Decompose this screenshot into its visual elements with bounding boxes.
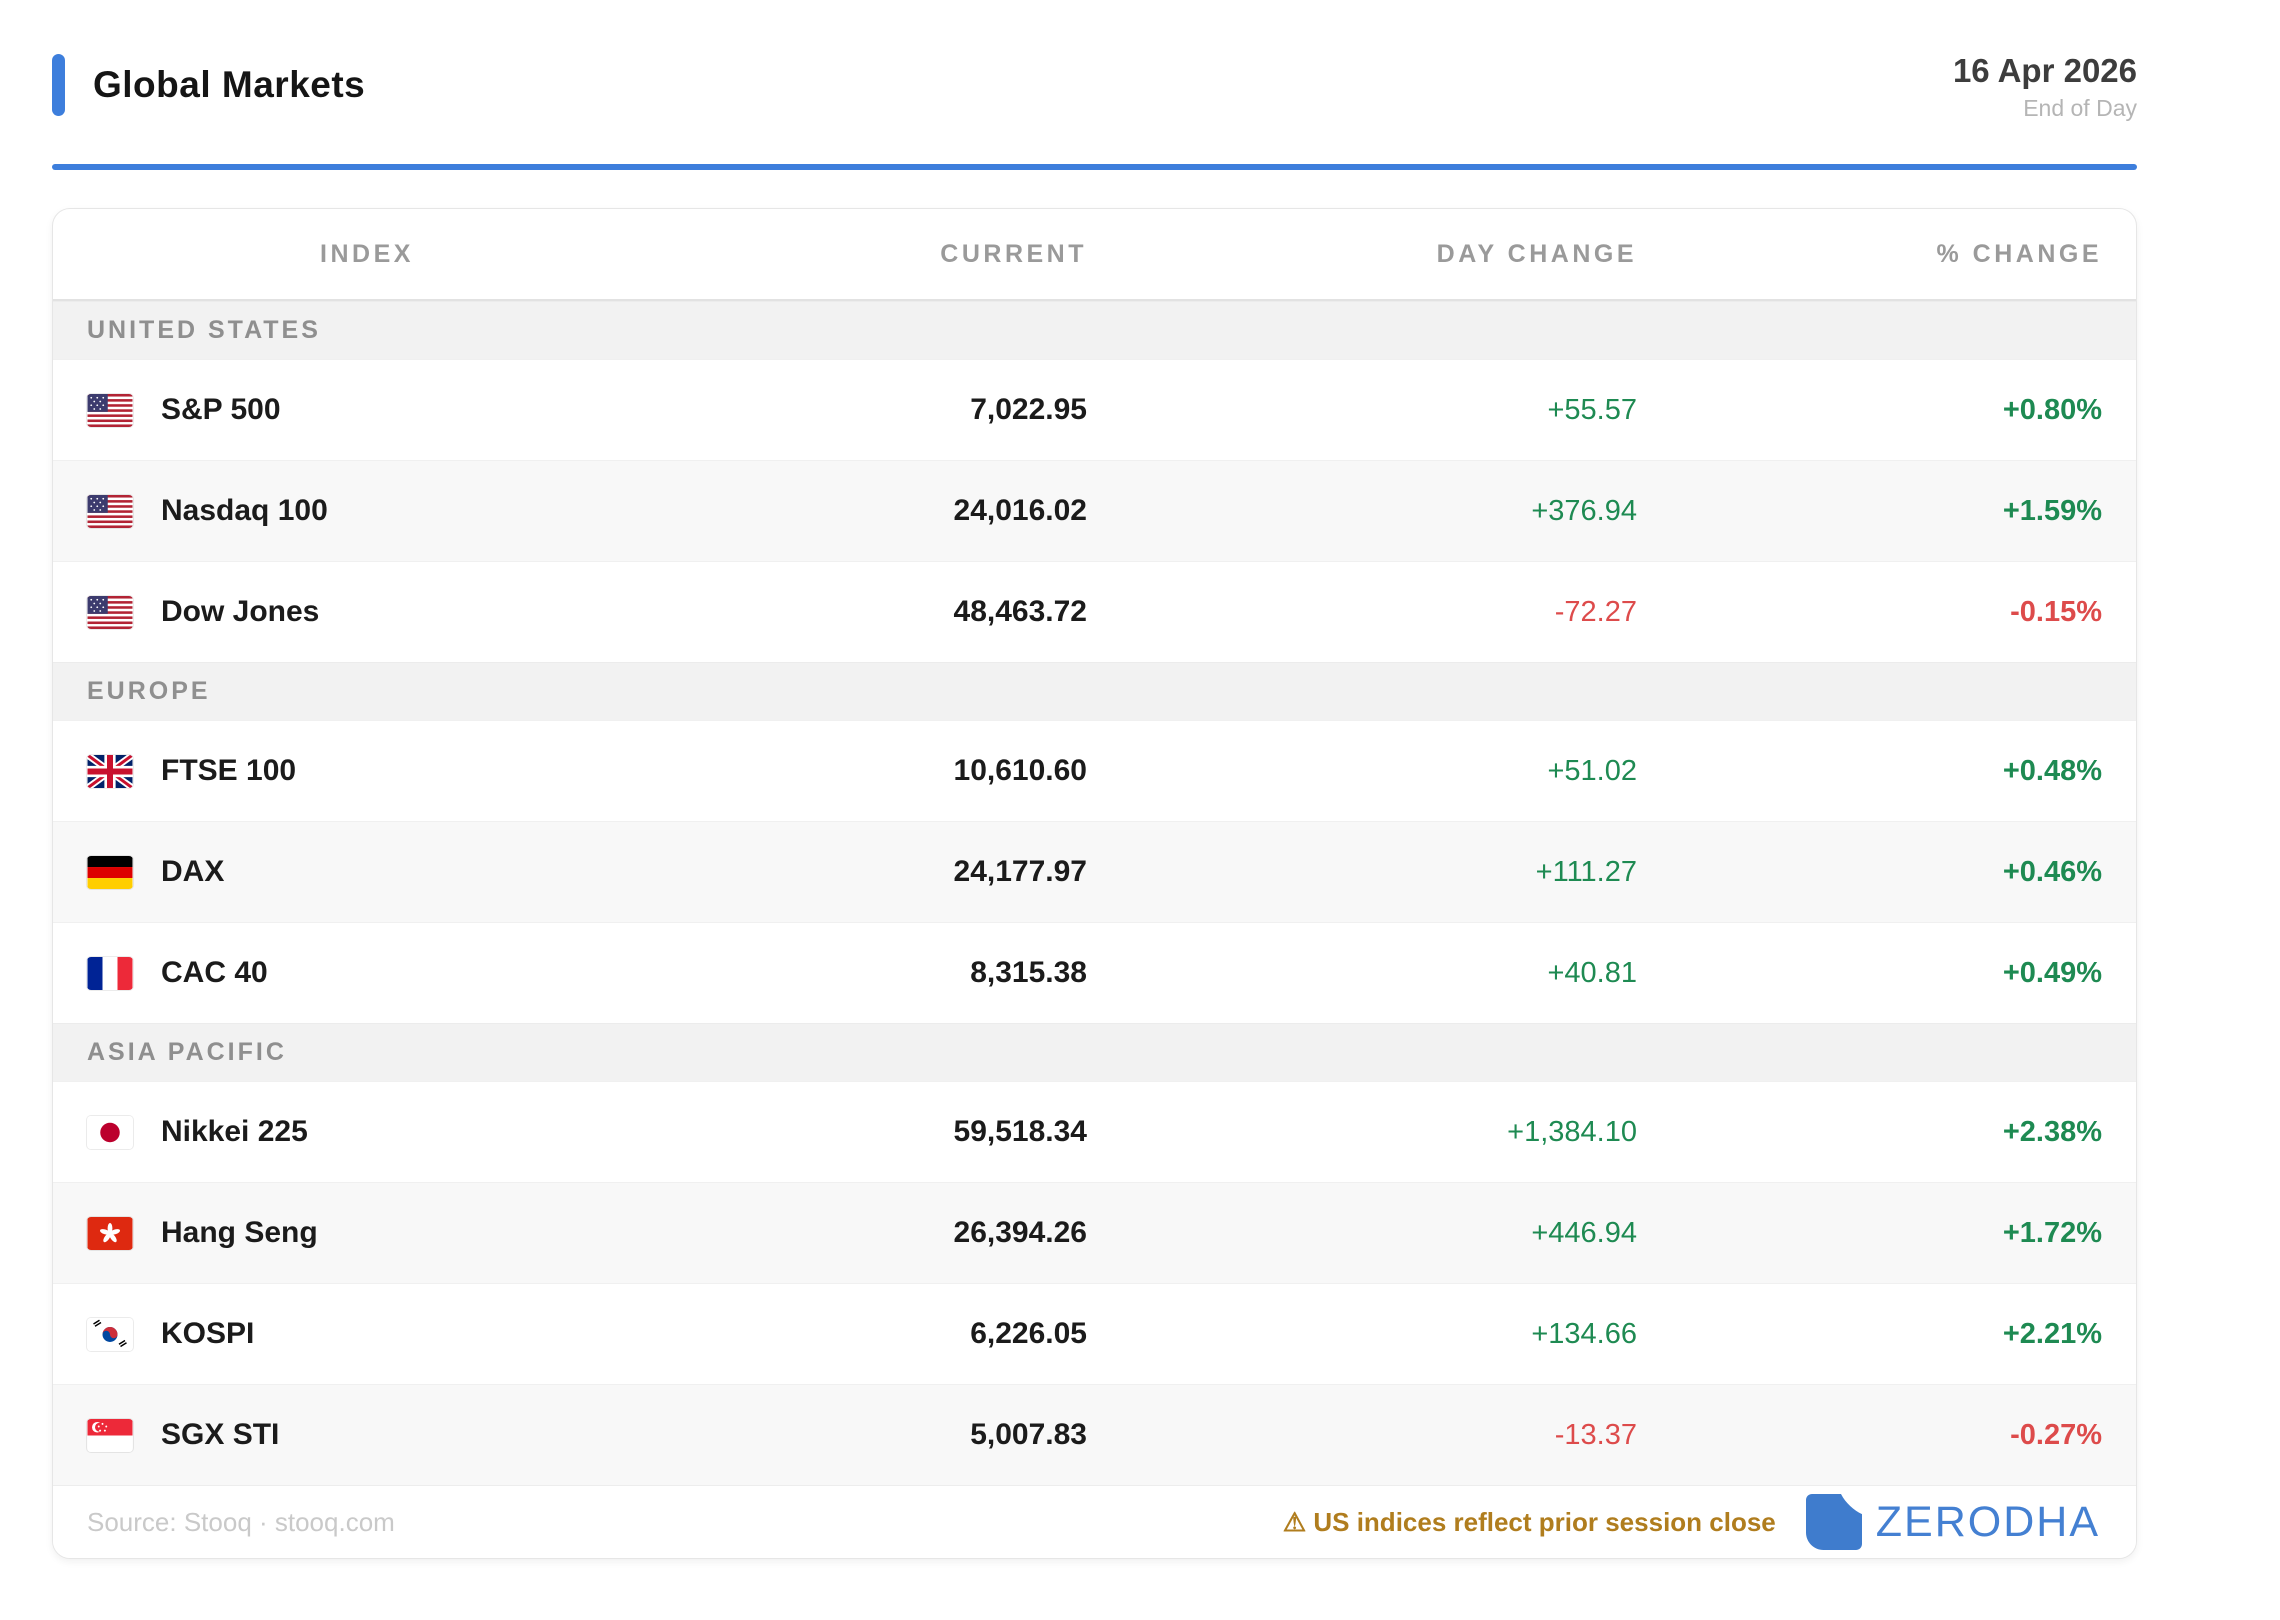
current-value: 24,016.02 xyxy=(953,494,1087,527)
day-change-value: +446.94 xyxy=(1531,1216,1637,1249)
zerodha-kite-icon xyxy=(1805,1494,1862,1550)
report-header: Global Markets 16 Apr 2026 End of Day xyxy=(52,52,2137,121)
header-divider xyxy=(52,164,2137,170)
index-name: Hang Seng xyxy=(161,1216,318,1249)
current-value: 26,394.26 xyxy=(953,1216,1087,1249)
flag-hk-icon xyxy=(87,1216,133,1250)
index-name: DAX xyxy=(161,855,225,888)
table-row: Dow Jones 48,463.72 -72.27 -0.15% xyxy=(53,561,2136,662)
zerodha-brand: ZERODHA xyxy=(1805,1494,2100,1550)
flag-us-icon xyxy=(87,494,133,528)
global-markets-report: Global Markets 16 Apr 2026 End of Day IN… xyxy=(52,52,2137,1559)
table-row: SGX STI 5,007.83 -13.37 -0.27% xyxy=(53,1384,2136,1485)
index-name: Nasdaq 100 xyxy=(161,494,328,527)
flag-kr-icon xyxy=(87,1317,133,1351)
pct-change-value: +0.49% xyxy=(2002,956,2102,989)
col-header-pct-change: % CHANGE xyxy=(1936,239,2102,268)
day-change-value: +134.66 xyxy=(1531,1317,1637,1350)
day-change-value: +40.81 xyxy=(1547,956,1637,989)
pct-change-value: +1.59% xyxy=(2002,494,2102,527)
col-header-index: INDEX xyxy=(320,239,414,268)
current-value: 24,177.97 xyxy=(953,855,1087,888)
us-indices-warning: ⚠ US indices reflect prior session close xyxy=(1282,1506,1776,1537)
title-accent-bar xyxy=(52,54,65,116)
index-name: KOSPI xyxy=(161,1317,255,1350)
table-row: Nasdaq 100 24,016.02 +376.94 +1.59% xyxy=(53,460,2136,561)
col-header-current: CURRENT xyxy=(940,239,1087,268)
current-value: 7,022.95 xyxy=(970,393,1087,426)
current-value: 48,463.72 xyxy=(953,595,1087,628)
table-row: S&P 500 7,022.95 +55.57 +0.80% xyxy=(53,359,2136,460)
day-change-value: -72.27 xyxy=(1554,595,1637,628)
pct-change-value: +0.48% xyxy=(2002,754,2102,787)
index-name: S&P 500 xyxy=(161,393,281,426)
current-value: 5,007.83 xyxy=(970,1418,1087,1451)
pct-change-value: +1.72% xyxy=(2002,1216,2102,1249)
table-row: KOSPI 6,226.05 +134.66 +2.21% xyxy=(53,1283,2136,1384)
current-value: 59,518.34 xyxy=(953,1115,1087,1148)
flag-us-icon xyxy=(87,393,133,427)
current-value: 6,226.05 xyxy=(970,1317,1087,1350)
pct-change-value: +0.80% xyxy=(2002,393,2102,426)
pct-change-value: -0.27% xyxy=(2010,1418,2102,1451)
current-value: 8,315.38 xyxy=(970,956,1087,989)
day-change-value: +111.27 xyxy=(1535,855,1637,888)
table-row: Nikkei 225 59,518.34 +1,384.10 +2.38% xyxy=(53,1081,2136,1182)
table-row: CAC 40 8,315.38 +40.81 +0.49% xyxy=(53,922,2136,1023)
table-row: DAX 24,177.97 +111.27 +0.46% xyxy=(53,821,2136,922)
col-header-day-change: DAY CHANGE xyxy=(1436,239,1637,268)
table-header-row: INDEX CURRENT DAY CHANGE % CHANGE xyxy=(53,209,2136,301)
session-label: End of Day xyxy=(2023,95,2137,121)
zerodha-wordmark: ZERODHA xyxy=(1875,1497,2100,1546)
day-change-value: +51.02 xyxy=(1547,754,1637,787)
flag-jp-icon xyxy=(87,1115,133,1149)
pct-change-value: +2.21% xyxy=(2002,1317,2102,1350)
pct-change-value: +2.38% xyxy=(2002,1115,2102,1148)
table-row: FTSE 100 10,610.60 +51.02 +0.48% xyxy=(53,720,2136,821)
index-name: SGX STI xyxy=(161,1418,280,1451)
day-change-value: +55.57 xyxy=(1547,393,1637,426)
index-name: Nikkei 225 xyxy=(161,1115,308,1148)
day-change-value: +376.94 xyxy=(1531,494,1637,527)
flag-sg-icon xyxy=(87,1418,133,1452)
current-value: 10,610.60 xyxy=(953,754,1087,787)
pct-change-value: +0.46% xyxy=(2002,855,2102,888)
flag-fr-icon xyxy=(87,956,133,990)
index-name: CAC 40 xyxy=(161,956,268,989)
flag-us-icon xyxy=(87,595,133,629)
report-date-block: 16 Apr 2026 End of Day xyxy=(1953,52,2137,122)
table-row: Hang Seng 26,394.26 +446.94 +1.72% xyxy=(53,1182,2136,1283)
pct-change-value: -0.15% xyxy=(2010,595,2102,628)
markets-table-card: INDEX CURRENT DAY CHANGE % CHANGE UNITED… xyxy=(52,208,2137,1559)
section-header-asia-pacific: ASIA PACIFIC xyxy=(53,1023,2136,1081)
card-footer: Source: Stooq · stooq.com ⚠ US indices r… xyxy=(53,1485,2136,1558)
flag-de-icon xyxy=(87,855,133,889)
report-date: 16 Apr 2026 xyxy=(1952,52,2137,89)
data-source-text: Source: Stooq · stooq.com xyxy=(87,1506,395,1537)
flag-gb-icon xyxy=(87,754,133,788)
day-change-value: +1,384.10 xyxy=(1507,1115,1637,1148)
section-header-europe: EUROPE xyxy=(53,662,2136,720)
section-header-united-states: UNITED STATES xyxy=(53,301,2136,359)
day-change-value: -13.37 xyxy=(1554,1418,1637,1451)
index-name: FTSE 100 xyxy=(161,754,297,787)
page-title: Global Markets xyxy=(93,64,366,105)
index-name: Dow Jones xyxy=(161,595,320,628)
